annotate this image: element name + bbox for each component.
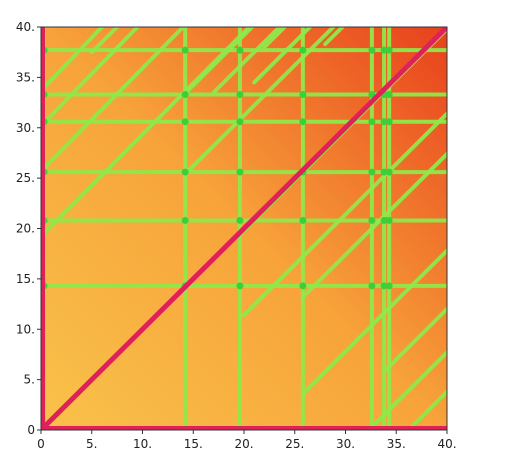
intersection-node <box>368 216 376 224</box>
pattern-line <box>242 111 447 318</box>
intersection-node <box>380 282 388 290</box>
y-tick-label: 35. <box>16 70 35 84</box>
intersection-node <box>236 216 244 224</box>
intersection-node <box>368 46 376 54</box>
pattern-line <box>262 27 287 50</box>
intersection-node <box>181 216 189 224</box>
x-tick-label: 5. <box>86 437 97 451</box>
intersection-node <box>385 282 393 290</box>
intersection-node <box>299 46 307 54</box>
intersection-node <box>299 216 307 224</box>
pattern-line <box>384 307 447 372</box>
intersection-node <box>368 118 376 126</box>
x-tick-label: 0 <box>37 437 45 451</box>
main-diagonal <box>41 27 447 430</box>
pattern-line <box>252 27 312 85</box>
intersection-node <box>385 168 393 176</box>
pattern-line <box>183 27 336 177</box>
pattern-line <box>300 151 447 300</box>
intersection-node <box>299 91 307 99</box>
intersection-node <box>299 282 307 290</box>
intersection-node <box>385 216 393 224</box>
intersection-node <box>380 168 388 176</box>
pattern-line <box>300 248 447 396</box>
intersection-node <box>385 46 393 54</box>
intersection-node <box>385 118 393 126</box>
intersection-node <box>236 118 244 126</box>
y-tick-label: 25. <box>16 171 35 185</box>
intersection-node <box>181 91 189 99</box>
intersection-node <box>236 282 244 290</box>
intersection-node <box>299 118 307 126</box>
pattern-line <box>42 27 104 90</box>
y-tick-label: 5. <box>24 373 35 387</box>
y-tick-label: 40. <box>16 20 35 34</box>
intersection-node <box>368 91 376 99</box>
intersection-node <box>368 282 376 290</box>
x-tick-label: 20. <box>234 437 253 451</box>
x-tick-label: 10. <box>133 437 152 451</box>
intersection-node <box>236 46 244 54</box>
intersection-node <box>380 216 388 224</box>
pattern-line <box>42 27 186 171</box>
pattern-lines <box>41 27 447 430</box>
x-tick-label: 40. <box>437 437 456 451</box>
x-tick-label: 35. <box>387 437 406 451</box>
pattern-line <box>323 27 345 47</box>
intersection-node <box>236 168 244 176</box>
intersection-node <box>181 168 189 176</box>
intersection-node <box>385 91 393 99</box>
diagonal-line <box>41 27 447 430</box>
intersection-node <box>181 46 189 54</box>
pattern-line <box>369 350 447 429</box>
y-tick-label: 20. <box>16 222 35 236</box>
pattern-line <box>42 27 140 125</box>
pattern-line <box>89 27 120 55</box>
x-tick-label: 30. <box>336 437 355 451</box>
intersection-node <box>236 91 244 99</box>
intersection-node <box>368 168 376 176</box>
y-axis: 0 5. 10. 15. 20. 25. 30. 35. 40. <box>16 20 41 437</box>
y-tick-label: 15. <box>16 272 35 286</box>
y-tick-label: 10. <box>16 322 35 336</box>
intersection-node <box>380 46 388 54</box>
intersection-node <box>380 118 388 126</box>
y-tick-label: 30. <box>16 121 35 135</box>
y-tick-label: 0 <box>27 423 35 437</box>
x-tick-label: 25. <box>285 437 304 451</box>
x-tick-label: 15. <box>184 437 203 451</box>
pattern-line <box>211 27 282 95</box>
pattern-line <box>183 27 255 96</box>
x-axis: 0 5. 10. 15. 20. 25. 30. 35. 40. <box>37 430 457 451</box>
intersection-node <box>181 118 189 126</box>
pattern-line <box>409 389 447 429</box>
